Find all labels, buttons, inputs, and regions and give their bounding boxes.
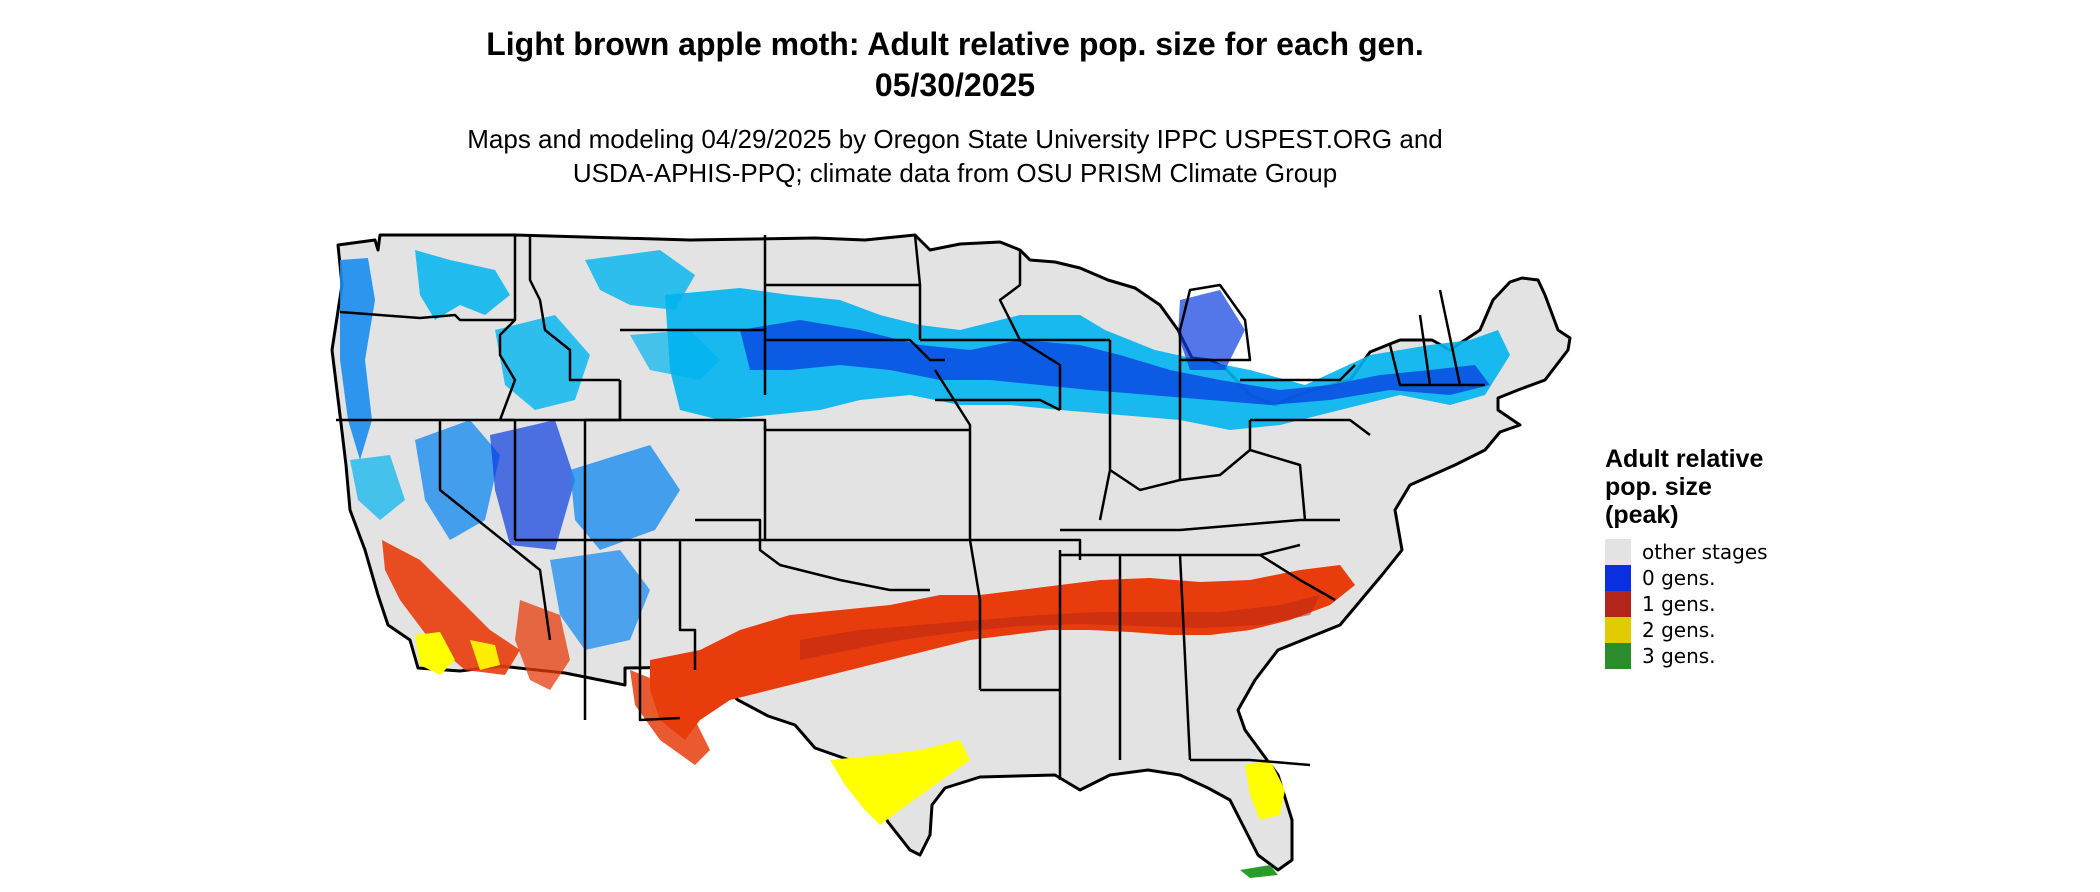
map-credit-line-2: USDA-APHIS-PPQ; climate data from OSU PR…: [572, 158, 1338, 188]
band-0gen-idaho: [495, 315, 590, 410]
legend-item-2-gens: 2 gens.: [1605, 617, 1768, 643]
legend-label: other stages: [1642, 540, 1768, 564]
band-1gen-arizona: [515, 600, 570, 690]
band-1gen-southwest: [382, 540, 520, 675]
legend-title-line-1: Adult relative: [1605, 445, 1764, 473]
map-date: 05/30/2025: [874, 67, 1036, 103]
conus-outline: [330, 233, 1572, 872]
legend-item-1-gens: 1 gens.: [1605, 591, 1768, 617]
legend-swatch: [1605, 617, 1631, 643]
legend-title-line-3: (peak): [1605, 501, 1679, 529]
legend-label: 3 gens.: [1642, 644, 1716, 668]
map-credit-line-1: Maps and modeling 04/29/2025 by Oregon S…: [467, 124, 1443, 154]
band-0gen-colorado: [570, 445, 680, 550]
legend-item-0-gens: 0 gens.: [1605, 565, 1768, 591]
band-2gen-florida: [1245, 760, 1285, 820]
band-2gen-socal: [415, 632, 455, 675]
map-title: Light brown apple moth: Adult relative p…: [486, 26, 1424, 62]
band-0gen-california: [350, 455, 405, 520]
band-3gen-keys: [1240, 865, 1278, 878]
band-1gen-southern-belt: [650, 565, 1355, 740]
legend-swatch: [1605, 539, 1631, 565]
band-0gen-inland-nw: [415, 250, 510, 320]
legend-label: 1 gens.: [1642, 592, 1716, 616]
band-2gen-low-desert: [470, 640, 500, 670]
us-map: [330, 233, 1572, 878]
band-0gen-four-corners: [550, 550, 650, 650]
legend-title-line-2: pop. size: [1605, 473, 1712, 501]
legend-title: Adult relative pop. size (peak): [1605, 445, 1768, 529]
band-0gen-utah: [490, 420, 575, 550]
band-0gen-core: [740, 320, 1490, 405]
legend-label: 2 gens.: [1642, 618, 1716, 642]
band-2gen-texas-coast: [830, 740, 970, 825]
band-0gen-nevada-utah: [415, 420, 500, 540]
legend-swatch: [1605, 565, 1631, 591]
legend: Adult relative pop. size (peak) other st…: [1605, 445, 1768, 669]
legend-label: 0 gens.: [1642, 566, 1716, 590]
band-1gen-core: [800, 595, 1320, 660]
legend-item-3-gens: 3 gens.: [1605, 643, 1768, 669]
legend-item-other-stages: other stages: [1605, 539, 1768, 565]
band-0gen-pacific: [340, 258, 375, 460]
state-borders: [336, 234, 1485, 780]
legend-swatch: [1605, 591, 1631, 617]
legend-swatch: [1605, 643, 1631, 669]
band-0gen-michigan: [1178, 290, 1245, 370]
